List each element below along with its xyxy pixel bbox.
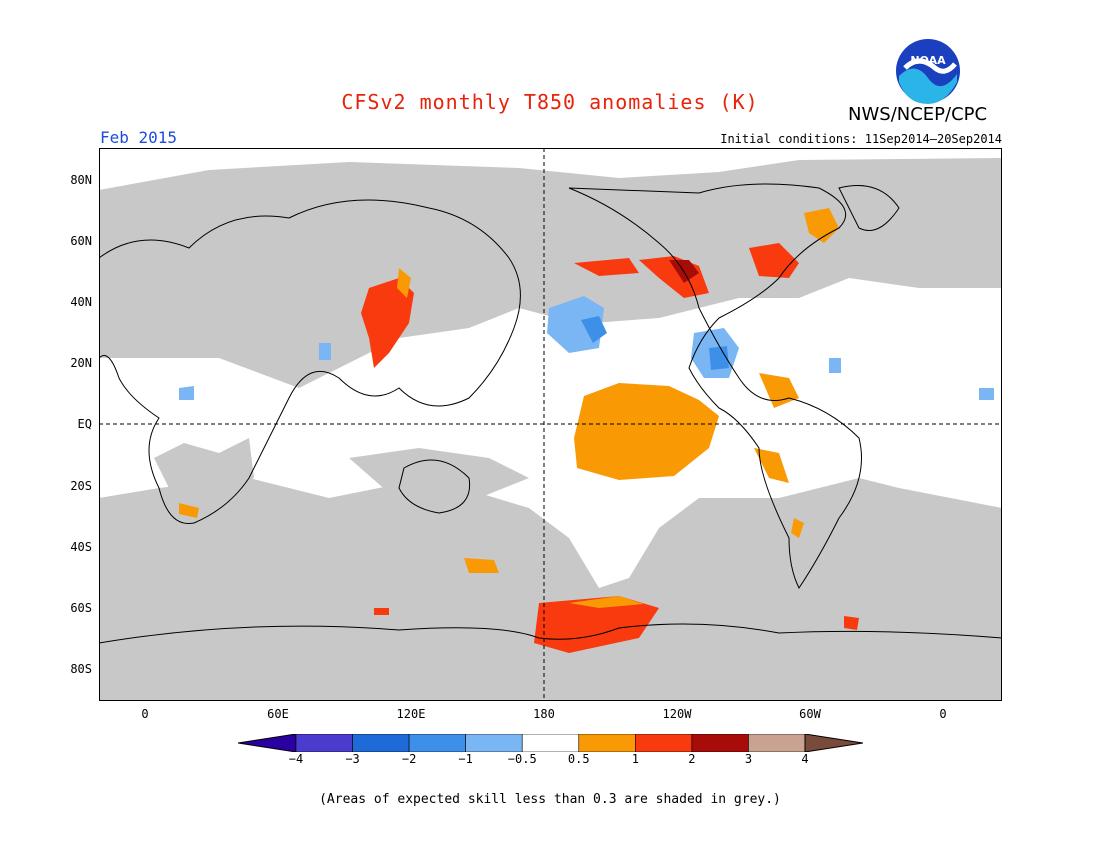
lat-label: 40S bbox=[70, 540, 92, 554]
colorbar-label: −4 bbox=[288, 752, 304, 766]
lon-label: 120W bbox=[662, 707, 692, 721]
anomaly-north-pacific bbox=[547, 296, 604, 353]
lat-label: 20N bbox=[70, 356, 92, 370]
lat-label: 40N bbox=[70, 295, 92, 309]
cool-anomalies bbox=[179, 296, 994, 400]
colorbar-label: −0.5 bbox=[507, 752, 537, 766]
lat-label: 80S bbox=[70, 662, 92, 676]
low-skill-regions bbox=[99, 158, 1002, 701]
colorbar-box bbox=[748, 734, 806, 752]
colorbar-label: −1 bbox=[458, 752, 473, 766]
colorbar-label: 3 bbox=[744, 752, 753, 766]
lon-label: 60W bbox=[799, 707, 821, 721]
colorbar-box bbox=[295, 734, 353, 752]
lat-label: 20S bbox=[70, 479, 92, 493]
colorbar-box bbox=[691, 734, 749, 752]
warm-anomalies bbox=[179, 208, 859, 653]
colorbar-label: −2 bbox=[401, 752, 417, 766]
colorbar-label: −3 bbox=[345, 752, 360, 766]
colorbar-label: 0.5 bbox=[567, 752, 590, 766]
colorbar-end-high bbox=[804, 734, 863, 752]
lon-label: 0 bbox=[939, 707, 947, 721]
lat-label: 60S bbox=[70, 601, 92, 615]
lon-label: 180 bbox=[533, 707, 555, 721]
skill-footnote: (Areas of expected skill less than 0.3 a… bbox=[319, 792, 781, 807]
anomaly-map bbox=[99, 148, 1002, 701]
lon-label: 0 bbox=[141, 707, 149, 721]
lat-label: 60N bbox=[70, 234, 92, 248]
colorbar-box bbox=[578, 734, 636, 752]
map-title: CFSv2 monthly T850 anomalies (K) bbox=[341, 90, 759, 114]
noaa-logo: NOAA bbox=[896, 39, 960, 104]
agency-label: NWS/NCEP/CPC bbox=[848, 104, 988, 125]
anomaly-canada-east bbox=[749, 243, 799, 278]
lon-label: 120E bbox=[396, 707, 426, 721]
colorbar-label: 1 bbox=[631, 752, 639, 766]
coastlines bbox=[99, 183, 1002, 644]
colorbar-box bbox=[465, 734, 523, 752]
anomaly-china bbox=[361, 278, 414, 368]
colorbar-box bbox=[521, 734, 580, 752]
initial-conditions: Initial conditions: 11Sep2014–20Sep2014 bbox=[720, 132, 1002, 146]
colorbar-label: 4 bbox=[801, 752, 809, 766]
anomaly-central-pacific bbox=[574, 383, 719, 480]
colorbar bbox=[238, 734, 863, 752]
colorbar-box bbox=[408, 734, 466, 752]
colorbar-label: 2 bbox=[688, 752, 696, 766]
lat-label: EQ bbox=[77, 417, 92, 431]
lon-label: 60E bbox=[267, 707, 289, 721]
colorbar-end-low bbox=[238, 734, 297, 752]
noaa-logo-text: NOAA bbox=[910, 54, 946, 67]
lat-label: 80N bbox=[70, 173, 92, 187]
forecast-period: Feb 2015 bbox=[100, 128, 178, 147]
colorbar-box bbox=[635, 734, 693, 752]
colorbar-box bbox=[352, 734, 410, 752]
